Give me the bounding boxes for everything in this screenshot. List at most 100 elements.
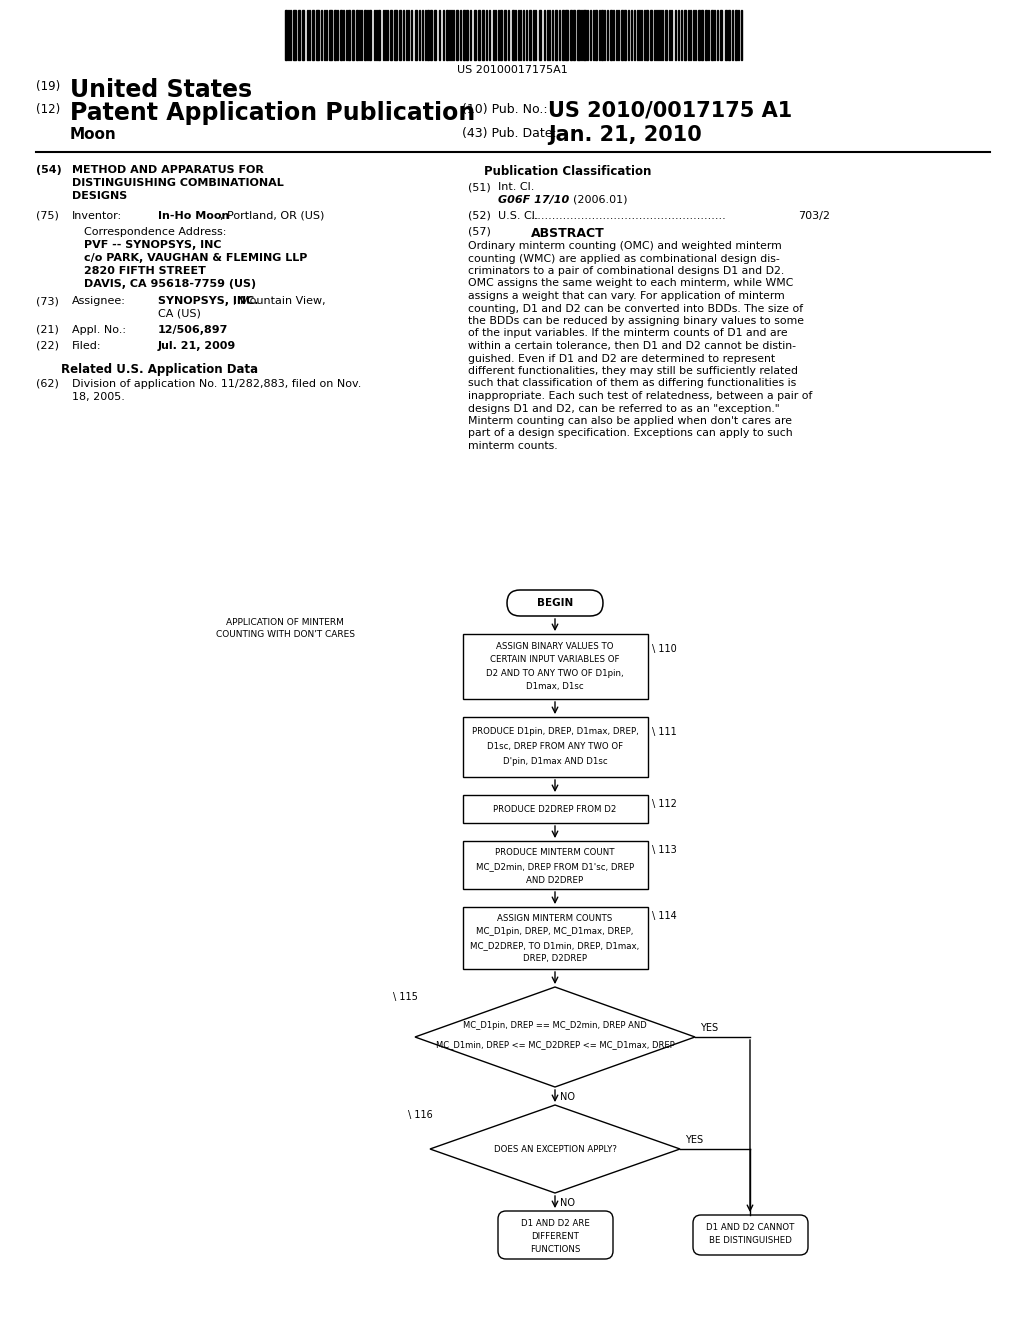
Bar: [701, 11, 703, 59]
Text: NO: NO: [560, 1092, 575, 1102]
Text: D'pin, D1max AND D1sc: D'pin, D1max AND D1sc: [503, 756, 607, 766]
Bar: [684, 11, 686, 59]
Bar: [482, 11, 484, 59]
Bar: [720, 11, 722, 59]
Text: FUNCTIONS: FUNCTIONS: [529, 1245, 581, 1254]
Text: METHOD AND APPARATUS FOR: METHOD AND APPARATUS FOR: [72, 165, 264, 176]
FancyBboxPatch shape: [507, 590, 603, 616]
Text: OMC assigns the same weight to each minterm, while WMC: OMC assigns the same weight to each mint…: [468, 279, 794, 289]
Text: \ 114: \ 114: [652, 911, 677, 921]
Text: U.S. Cl.: U.S. Cl.: [498, 211, 539, 220]
Bar: [595, 11, 597, 59]
Text: NO: NO: [560, 1199, 575, 1208]
Text: G06F 17/10: G06F 17/10: [498, 195, 569, 205]
Bar: [415, 11, 417, 59]
Bar: [463, 841, 648, 888]
Text: D2 AND TO ANY TWO OF D1pin,: D2 AND TO ANY TWO OF D1pin,: [486, 669, 624, 678]
Bar: [601, 11, 603, 59]
Bar: [302, 11, 304, 59]
Text: MC_D2DREP, TO D1min, DREP, D1max,: MC_D2DREP, TO D1min, DREP, D1max,: [470, 941, 640, 950]
Text: different functionalities, they may still be sufficiently related: different functionalities, they may stil…: [468, 366, 798, 376]
Bar: [570, 11, 572, 59]
Text: DESIGNS: DESIGNS: [72, 191, 127, 201]
Text: \ 111: \ 111: [652, 727, 677, 737]
Text: (19): (19): [36, 81, 60, 92]
Text: (52): (52): [468, 211, 490, 220]
Text: (62): (62): [36, 379, 58, 389]
Bar: [621, 11, 623, 59]
Bar: [463, 11, 465, 59]
Bar: [285, 11, 287, 59]
FancyBboxPatch shape: [693, 1214, 808, 1255]
Text: CERTAIN INPUT VARIABLES OF: CERTAIN INPUT VARIABLES OF: [490, 656, 620, 664]
Bar: [394, 11, 397, 59]
Text: , Mountain View,: , Mountain View,: [233, 296, 326, 306]
Bar: [378, 11, 380, 59]
Bar: [529, 11, 531, 59]
Text: Appl. No.:: Appl. No.:: [72, 325, 126, 335]
Text: \ 113: \ 113: [652, 845, 677, 855]
Bar: [698, 11, 700, 59]
Text: YES: YES: [700, 1023, 718, 1034]
Text: YES: YES: [685, 1135, 703, 1144]
Text: Related U.S. Application Data: Related U.S. Application Data: [61, 363, 259, 376]
Text: DOES AN EXCEPTION APPLY?: DOES AN EXCEPTION APPLY?: [494, 1144, 616, 1154]
Bar: [364, 11, 366, 59]
Bar: [512, 11, 514, 59]
Text: United States: United States: [70, 78, 252, 102]
Text: counting (WMC) are applied as combinational design dis-: counting (WMC) are applied as combinatio…: [468, 253, 779, 264]
Text: (54): (54): [36, 165, 61, 176]
Bar: [624, 11, 626, 59]
Bar: [735, 11, 737, 59]
Polygon shape: [415, 987, 695, 1086]
Text: Inventor:: Inventor:: [72, 211, 122, 220]
Bar: [577, 11, 580, 59]
Bar: [312, 11, 314, 59]
Bar: [427, 11, 429, 59]
Text: of the input variables. If the minterm counts of D1 and are: of the input variables. If the minterm c…: [468, 329, 787, 338]
Text: 703/2: 703/2: [798, 211, 830, 220]
Text: ASSIGN BINARY VALUES TO: ASSIGN BINARY VALUES TO: [497, 642, 613, 651]
Text: Correspondence Address:: Correspondence Address:: [84, 227, 226, 238]
Text: D1 AND D2 ARE: D1 AND D2 ARE: [520, 1218, 590, 1228]
Bar: [728, 11, 730, 59]
Text: counting, D1 and D2 can be converted into BDDs. The size of: counting, D1 and D2 can be converted int…: [468, 304, 803, 314]
Text: (57): (57): [468, 227, 490, 238]
Text: (21): (21): [36, 325, 58, 335]
Text: (22): (22): [36, 341, 59, 351]
Bar: [298, 11, 300, 59]
Bar: [665, 11, 667, 59]
Bar: [293, 11, 296, 59]
Text: DISTINGUISHING COMBINATIONAL: DISTINGUISHING COMBINATIONAL: [72, 178, 284, 187]
Text: (10) Pub. No.:: (10) Pub. No.:: [462, 103, 548, 116]
Bar: [555, 11, 557, 59]
Bar: [466, 11, 468, 59]
Text: DIFFERENT: DIFFERENT: [531, 1232, 579, 1241]
Text: 12/506,897: 12/506,897: [158, 325, 228, 335]
Bar: [399, 11, 401, 59]
Text: SYNOPSYS, INC.: SYNOPSYS, INC.: [158, 296, 258, 306]
Text: Division of application No. 11/282,883, filed on Nov.: Division of application No. 11/282,883, …: [72, 379, 361, 389]
Bar: [474, 11, 476, 59]
Bar: [352, 11, 354, 59]
Text: PRODUCE MINTERM COUNT: PRODUCE MINTERM COUNT: [496, 847, 614, 857]
Text: \ 115: \ 115: [393, 993, 418, 1002]
Text: AND D2DREP: AND D2DREP: [526, 876, 584, 884]
Text: (43) Pub. Date:: (43) Pub. Date:: [462, 127, 557, 140]
Bar: [463, 907, 648, 969]
Bar: [478, 11, 480, 59]
Text: Moon: Moon: [70, 127, 117, 143]
Bar: [573, 11, 575, 59]
Text: Jan. 21, 2010: Jan. 21, 2010: [548, 125, 701, 145]
Text: criminators to a pair of combinational designs D1 and D2.: criminators to a pair of combinational d…: [468, 267, 784, 276]
Text: MC_D2min, DREP FROM D1'sc, DREP: MC_D2min, DREP FROM D1'sc, DREP: [476, 862, 634, 871]
Bar: [340, 11, 342, 59]
Text: guished. Even if D1 and D2 are determined to represent: guished. Even if D1 and D2 are determine…: [468, 354, 775, 363]
Text: Jul. 21, 2009: Jul. 21, 2009: [158, 341, 237, 351]
Text: In-Ho Moon: In-Ho Moon: [158, 211, 229, 220]
Text: PRODUCE D1pin, DREP, D1max, DREP,: PRODUCE D1pin, DREP, D1max, DREP,: [472, 727, 638, 737]
Text: inappropriate. Each such test of relatedness, between a pair of: inappropriate. Each such test of related…: [468, 391, 812, 401]
Text: D1 AND D2 CANNOT: D1 AND D2 CANNOT: [706, 1224, 795, 1232]
Text: Ordinary minterm counting (OMC) and weighted minterm: Ordinary minterm counting (OMC) and weig…: [468, 242, 781, 251]
Text: PRODUCE D2DREP FROM D2: PRODUCE D2DREP FROM D2: [494, 804, 616, 813]
